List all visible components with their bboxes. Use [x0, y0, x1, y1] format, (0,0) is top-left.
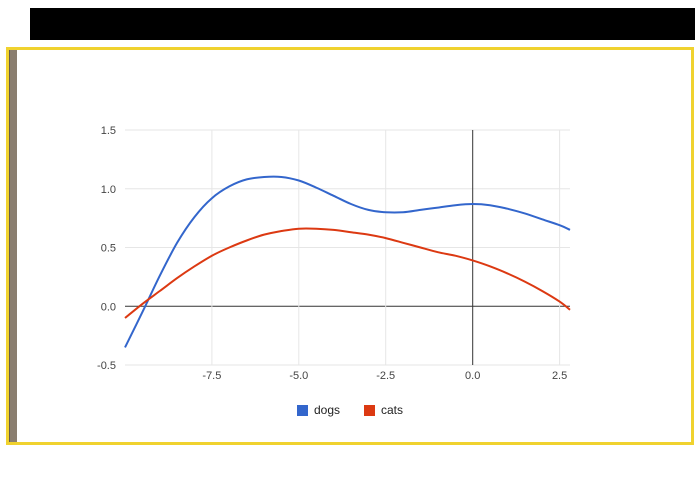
x-tick-label: 2.5: [552, 370, 567, 382]
chart-legend: dogs cats: [9, 403, 691, 417]
top-bar: [30, 8, 695, 40]
y-tick-label: 0.0: [101, 301, 116, 313]
legend-item-cats[interactable]: cats: [364, 403, 403, 417]
legend-swatch-dogs: [296, 404, 308, 416]
line-chart: -0.5 0.0 0.5 1.0 1.5 -7.5 -5.0 -2.5 0.0 2.5: [97, 125, 571, 382]
legend-swatch-cats: [364, 404, 375, 416]
window-frame: -0.5 0.0 0.5 1.0 1.5 -7.5 -5.0 -2.5 0.0 2.5 dogs …: [6, 47, 694, 445]
y-tick-label: -0.5: [97, 360, 116, 372]
legend-item-dogs[interactable]: dogs: [296, 403, 340, 417]
legend-label-cats: cats: [381, 403, 404, 417]
x-tick-label: -5.0: [289, 370, 308, 382]
legend-label-dogs: dogs: [313, 403, 340, 417]
x-tick-label: -2.5: [376, 370, 395, 382]
y-tick-label: 1.0: [101, 184, 116, 196]
series-line-cats: [124, 227, 571, 319]
x-tick-label: -7.5: [202, 370, 221, 382]
y-tick-label: 1.5: [101, 125, 116, 137]
series-line-dogs: [124, 175, 571, 348]
x-tick-label: 0.0: [465, 370, 480, 382]
y-tick-label: 0.5: [101, 243, 116, 255]
left-strip: [9, 50, 17, 442]
